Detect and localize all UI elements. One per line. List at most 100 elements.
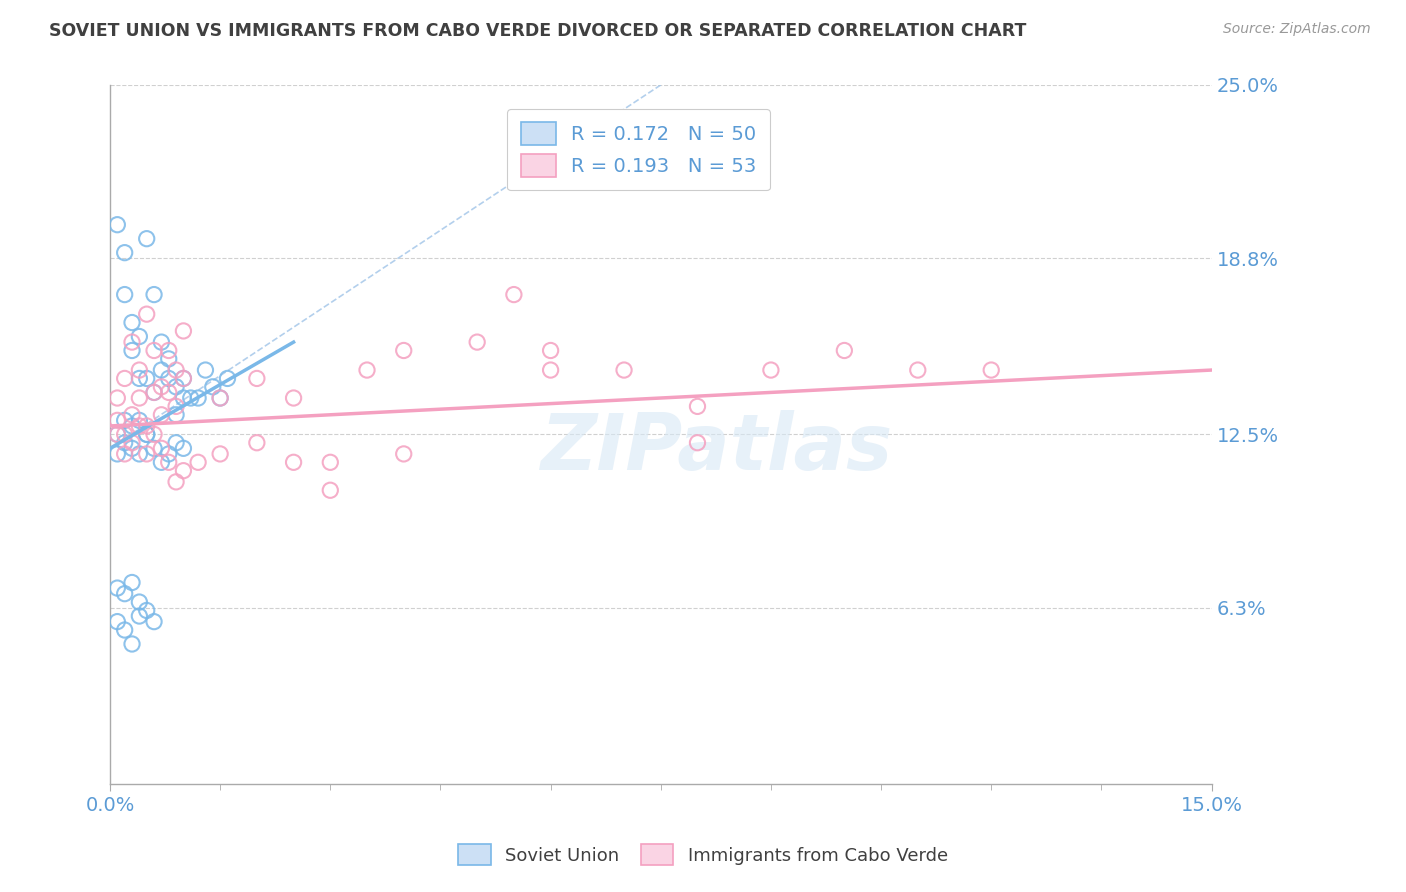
Point [165, 400, 187, 414]
Text: Source: ZipAtlas.com: Source: ZipAtlas.com [1223, 22, 1371, 37]
Point [172, 464, 194, 478]
Point [246, 371, 269, 385]
Point [165, 363, 187, 377]
Point [135, 603, 157, 617]
Point [121, 408, 143, 422]
Point [114, 623, 136, 637]
Point [172, 391, 194, 405]
Point [128, 371, 150, 385]
Point [105, 427, 128, 442]
Point [319, 455, 342, 469]
Point [165, 408, 187, 422]
Point [187, 455, 209, 469]
Point [128, 413, 150, 427]
Point [209, 447, 232, 461]
Point [135, 371, 157, 385]
Point [465, 335, 488, 350]
Point [121, 343, 143, 358]
Point [105, 615, 128, 629]
Point [105, 413, 128, 427]
Text: SOVIET UNION VS IMMIGRANTS FROM CABO VERDE DIVORCED OR SEPARATED CORRELATION CHA: SOVIET UNION VS IMMIGRANTS FROM CABO VER… [49, 22, 1026, 40]
Point [157, 371, 180, 385]
Point [128, 419, 150, 434]
Point [356, 363, 378, 377]
Point [686, 400, 709, 414]
Legend: Soviet Union, Immigrants from Cabo Verde: Soviet Union, Immigrants from Cabo Verde [451, 837, 955, 872]
Point [105, 581, 128, 595]
Point [150, 380, 173, 394]
Point [128, 363, 150, 377]
Point [135, 419, 157, 434]
Point [157, 343, 180, 358]
Point [105, 391, 128, 405]
Point [187, 391, 209, 405]
Point [114, 587, 136, 601]
Point [172, 324, 194, 338]
Point [121, 419, 143, 434]
Point [502, 287, 524, 301]
Point [135, 232, 157, 246]
Point [209, 391, 232, 405]
Point [121, 316, 143, 330]
Point [143, 287, 166, 301]
Point [180, 391, 202, 405]
Point [540, 343, 562, 358]
Point [540, 363, 562, 377]
Point [105, 218, 128, 232]
Point [392, 447, 415, 461]
Point [201, 380, 224, 394]
Legend: R = 0.172   N = 50, R = 0.193   N = 53: R = 0.172 N = 50, R = 0.193 N = 53 [508, 109, 770, 191]
Point [114, 435, 136, 450]
Point [157, 351, 180, 366]
Point [121, 335, 143, 350]
Point [114, 413, 136, 427]
Point [105, 427, 128, 442]
Point [165, 380, 187, 394]
Point [114, 287, 136, 301]
Point [150, 363, 173, 377]
Point [172, 371, 194, 385]
Point [143, 343, 166, 358]
Point [283, 455, 305, 469]
Point [114, 371, 136, 385]
Point [686, 435, 709, 450]
Point [157, 447, 180, 461]
Point [217, 371, 239, 385]
Point [759, 363, 782, 377]
Point [128, 329, 150, 343]
Point [143, 427, 166, 442]
Point [165, 435, 187, 450]
Point [150, 442, 173, 456]
Point [121, 637, 143, 651]
Point [150, 335, 173, 350]
Point [157, 455, 180, 469]
Point [128, 391, 150, 405]
Point [907, 363, 929, 377]
Point [613, 363, 636, 377]
Point [143, 385, 166, 400]
Point [143, 615, 166, 629]
Point [121, 435, 143, 450]
Point [114, 245, 136, 260]
Point [980, 363, 1002, 377]
Point [194, 363, 217, 377]
Point [114, 427, 136, 442]
Point [834, 343, 856, 358]
Point [172, 371, 194, 385]
Point [143, 442, 166, 456]
Point [121, 442, 143, 456]
Point [135, 427, 157, 442]
Point [135, 307, 157, 321]
Point [128, 447, 150, 461]
Point [165, 475, 187, 489]
Point [135, 427, 157, 442]
Point [135, 447, 157, 461]
Point [121, 575, 143, 590]
Point [114, 447, 136, 461]
Point [283, 391, 305, 405]
Point [128, 609, 150, 624]
Text: ZIPatlas: ZIPatlas [540, 410, 891, 486]
Point [150, 408, 173, 422]
Point [128, 595, 150, 609]
Point [105, 447, 128, 461]
